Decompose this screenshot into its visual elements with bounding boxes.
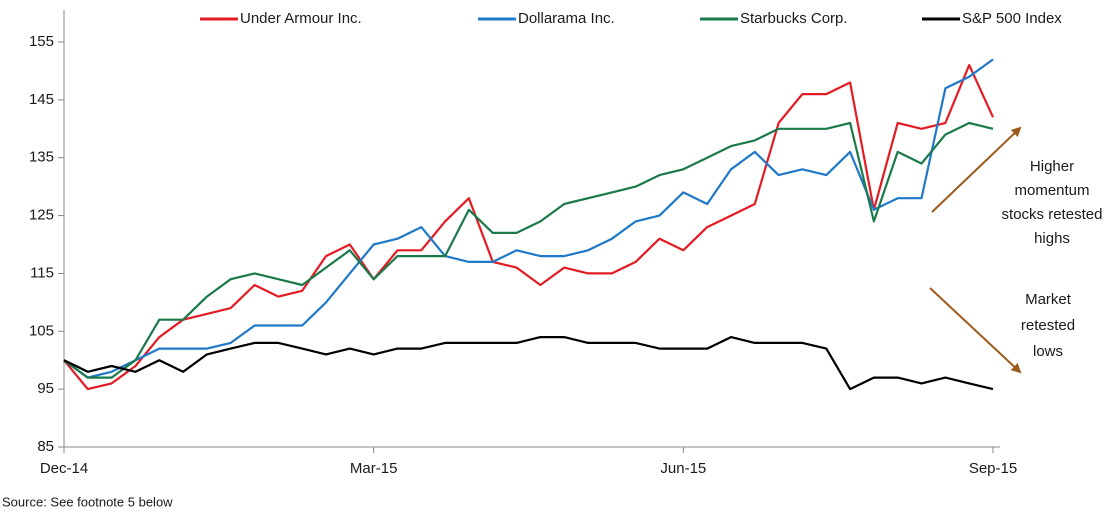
arrow <box>931 126 1022 213</box>
annotation: highs <box>1034 230 1070 247</box>
annotation: momentum <box>1014 182 1089 199</box>
annotation: retested <box>1021 317 1075 334</box>
arrow <box>929 287 1022 374</box>
annotation: Market <box>1025 291 1072 308</box>
series-line <box>63 58 994 379</box>
x-tick-label: Jun-15 <box>660 460 706 477</box>
annotation: stocks retested <box>1002 206 1103 223</box>
x-tick-label: Dec-14 <box>40 460 88 477</box>
annotation: Higher <box>1030 158 1074 175</box>
y-tick-label: 95 <box>37 380 54 397</box>
legend-label: Dollarama Inc. <box>518 10 615 27</box>
series-line <box>63 121 994 379</box>
series-line <box>63 336 994 391</box>
series-line <box>63 63 995 391</box>
y-tick-label: 85 <box>37 438 54 455</box>
source: Source: See footnote 5 below <box>2 494 173 509</box>
x-tick-label: Sep-15 <box>969 460 1017 477</box>
y-tick-label: 125 <box>29 207 54 224</box>
x-tick-label: Mar-15 <box>350 460 398 477</box>
legend-label: S&P 500 Index <box>962 10 1062 27</box>
y-tick-label: 115 <box>30 264 54 281</box>
y-tick-label: 135 <box>29 149 54 166</box>
y-tick-label: 145 <box>29 91 54 108</box>
annotation: lows <box>1033 343 1063 360</box>
y-tick-label: 105 <box>29 322 54 339</box>
legend-label: Starbucks Corp. <box>740 10 848 27</box>
legend-label: Under Armour Inc. <box>240 10 362 27</box>
y-tick-label: 155 <box>29 33 54 50</box>
